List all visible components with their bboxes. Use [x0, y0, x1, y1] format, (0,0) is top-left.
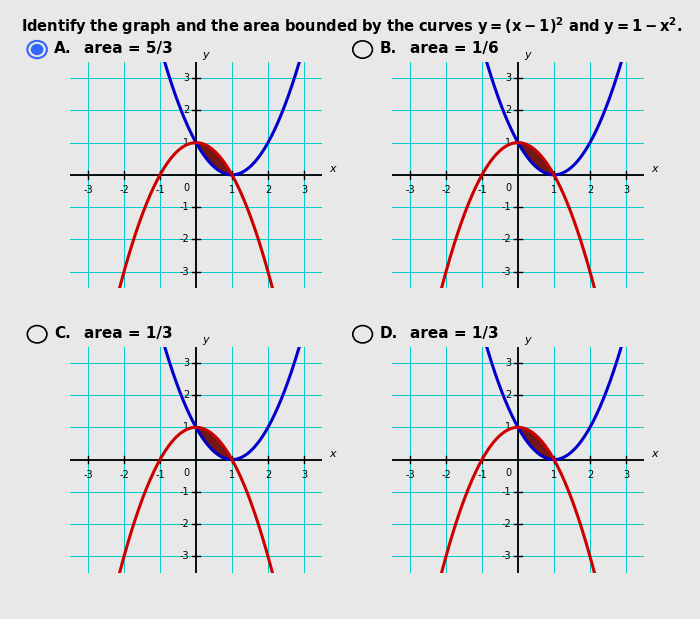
Text: x: x [651, 449, 658, 459]
Text: -3: -3 [83, 470, 93, 480]
Text: -2: -2 [502, 235, 512, 245]
Text: 3: 3 [623, 185, 629, 195]
Text: 0: 0 [183, 468, 190, 478]
Text: -2: -2 [441, 185, 451, 195]
Text: 3: 3 [183, 73, 190, 83]
Text: 2: 2 [183, 105, 190, 115]
Text: 2: 2 [265, 185, 271, 195]
Text: 0: 0 [505, 468, 512, 478]
Text: -1: -1 [155, 185, 164, 195]
Text: -2: -2 [441, 470, 451, 480]
Text: 2: 2 [505, 390, 512, 400]
Text: 1: 1 [505, 422, 512, 432]
Text: -3: -3 [180, 267, 190, 277]
Text: area = 5/3: area = 5/3 [84, 41, 173, 56]
Text: 3: 3 [301, 470, 307, 480]
Text: C.: C. [54, 326, 71, 341]
Text: -1: -1 [502, 202, 512, 212]
Text: 1: 1 [551, 185, 557, 195]
Text: y: y [524, 335, 531, 345]
Text: $\bf{Identify\ the\ graph\ and\ the\ area\ bounded\ by\ the\ curves\ }$$\mathbf{: $\bf{Identify\ the\ graph\ and\ the\ are… [21, 15, 682, 37]
Text: x: x [329, 164, 336, 174]
Text: 0: 0 [183, 183, 190, 193]
Text: -3: -3 [405, 185, 415, 195]
Text: D.: D. [379, 326, 398, 341]
Text: 3: 3 [623, 470, 629, 480]
Text: 0: 0 [505, 183, 512, 193]
Text: 3: 3 [505, 358, 512, 368]
Text: y: y [202, 335, 209, 345]
Text: x: x [651, 164, 658, 174]
Text: 2: 2 [183, 390, 190, 400]
Text: -2: -2 [180, 235, 190, 245]
Text: -1: -1 [155, 470, 164, 480]
Text: 3: 3 [183, 358, 190, 368]
Text: y: y [524, 50, 531, 60]
Text: -3: -3 [83, 185, 93, 195]
Text: -3: -3 [405, 470, 415, 480]
Text: 2: 2 [587, 470, 593, 480]
Text: 3: 3 [301, 185, 307, 195]
Text: x: x [329, 449, 336, 459]
Text: 1: 1 [229, 185, 235, 195]
Text: y: y [202, 50, 209, 60]
Text: area = 1/6: area = 1/6 [410, 41, 498, 56]
Text: area = 1/3: area = 1/3 [410, 326, 498, 341]
Text: -3: -3 [180, 552, 190, 561]
Text: -1: -1 [502, 487, 512, 497]
Text: -2: -2 [119, 470, 129, 480]
Text: -1: -1 [477, 470, 486, 480]
Text: B.: B. [379, 41, 397, 56]
Text: 1: 1 [551, 470, 557, 480]
Text: 3: 3 [505, 73, 512, 83]
Text: 2: 2 [587, 185, 593, 195]
Text: -2: -2 [502, 519, 512, 529]
Text: -2: -2 [180, 519, 190, 529]
Text: 2: 2 [265, 470, 271, 480]
Text: -1: -1 [477, 185, 486, 195]
Text: 2: 2 [505, 105, 512, 115]
Text: 1: 1 [505, 137, 512, 147]
Text: -3: -3 [502, 267, 512, 277]
Text: 1: 1 [183, 422, 190, 432]
Text: -3: -3 [502, 552, 512, 561]
Text: 1: 1 [229, 470, 235, 480]
Text: -2: -2 [119, 185, 129, 195]
Text: -1: -1 [180, 487, 190, 497]
Text: area = 1/3: area = 1/3 [84, 326, 173, 341]
Text: -1: -1 [180, 202, 190, 212]
Text: 1: 1 [183, 137, 190, 147]
Text: A.: A. [54, 41, 71, 56]
